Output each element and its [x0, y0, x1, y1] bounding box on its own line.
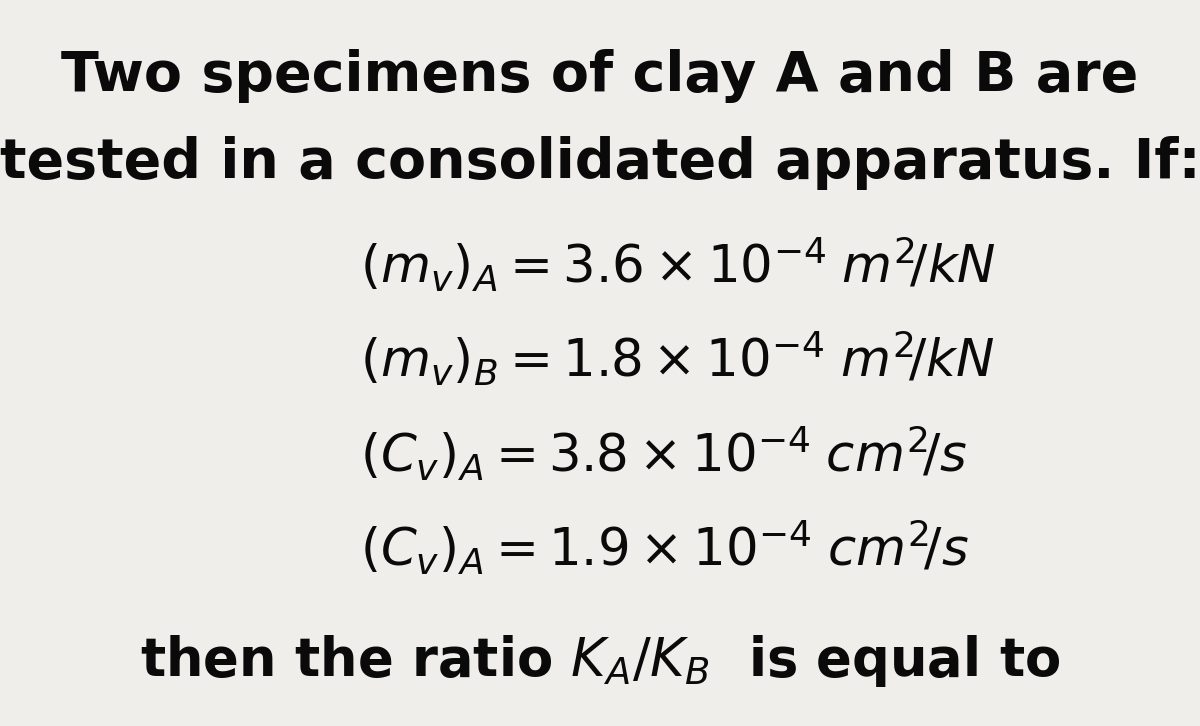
- Text: $(C_v)_A = 3.8 \times 10^{-4}\; cm^2\!/s$: $(C_v)_A = 3.8 \times 10^{-4}\; cm^2\!/s…: [360, 424, 967, 484]
- Text: $(m_v)_B = 1.8 \times 10^{-4}\; m^2\!/kN$: $(m_v)_B = 1.8 \times 10^{-4}\; m^2\!/kN…: [360, 330, 995, 389]
- Text: tested in a consolidated apparatus. If:: tested in a consolidated apparatus. If:: [0, 136, 1200, 190]
- Text: then the ratio $K_A / K_B$  is equal to: then the ratio $K_A / K_B$ is equal to: [140, 632, 1060, 689]
- Text: Two specimens of clay A and B are: Two specimens of clay A and B are: [61, 49, 1139, 103]
- Text: $(C_v)_A = 1.9 \times 10^{-4}\; cm^2\!/s$: $(C_v)_A = 1.9 \times 10^{-4}\; cm^2\!/s…: [360, 518, 968, 578]
- Text: $(m_v)_A = 3.6 \times 10^{-4}\; m^2\!/kN$: $(m_v)_A = 3.6 \times 10^{-4}\; m^2\!/kN…: [360, 235, 996, 295]
